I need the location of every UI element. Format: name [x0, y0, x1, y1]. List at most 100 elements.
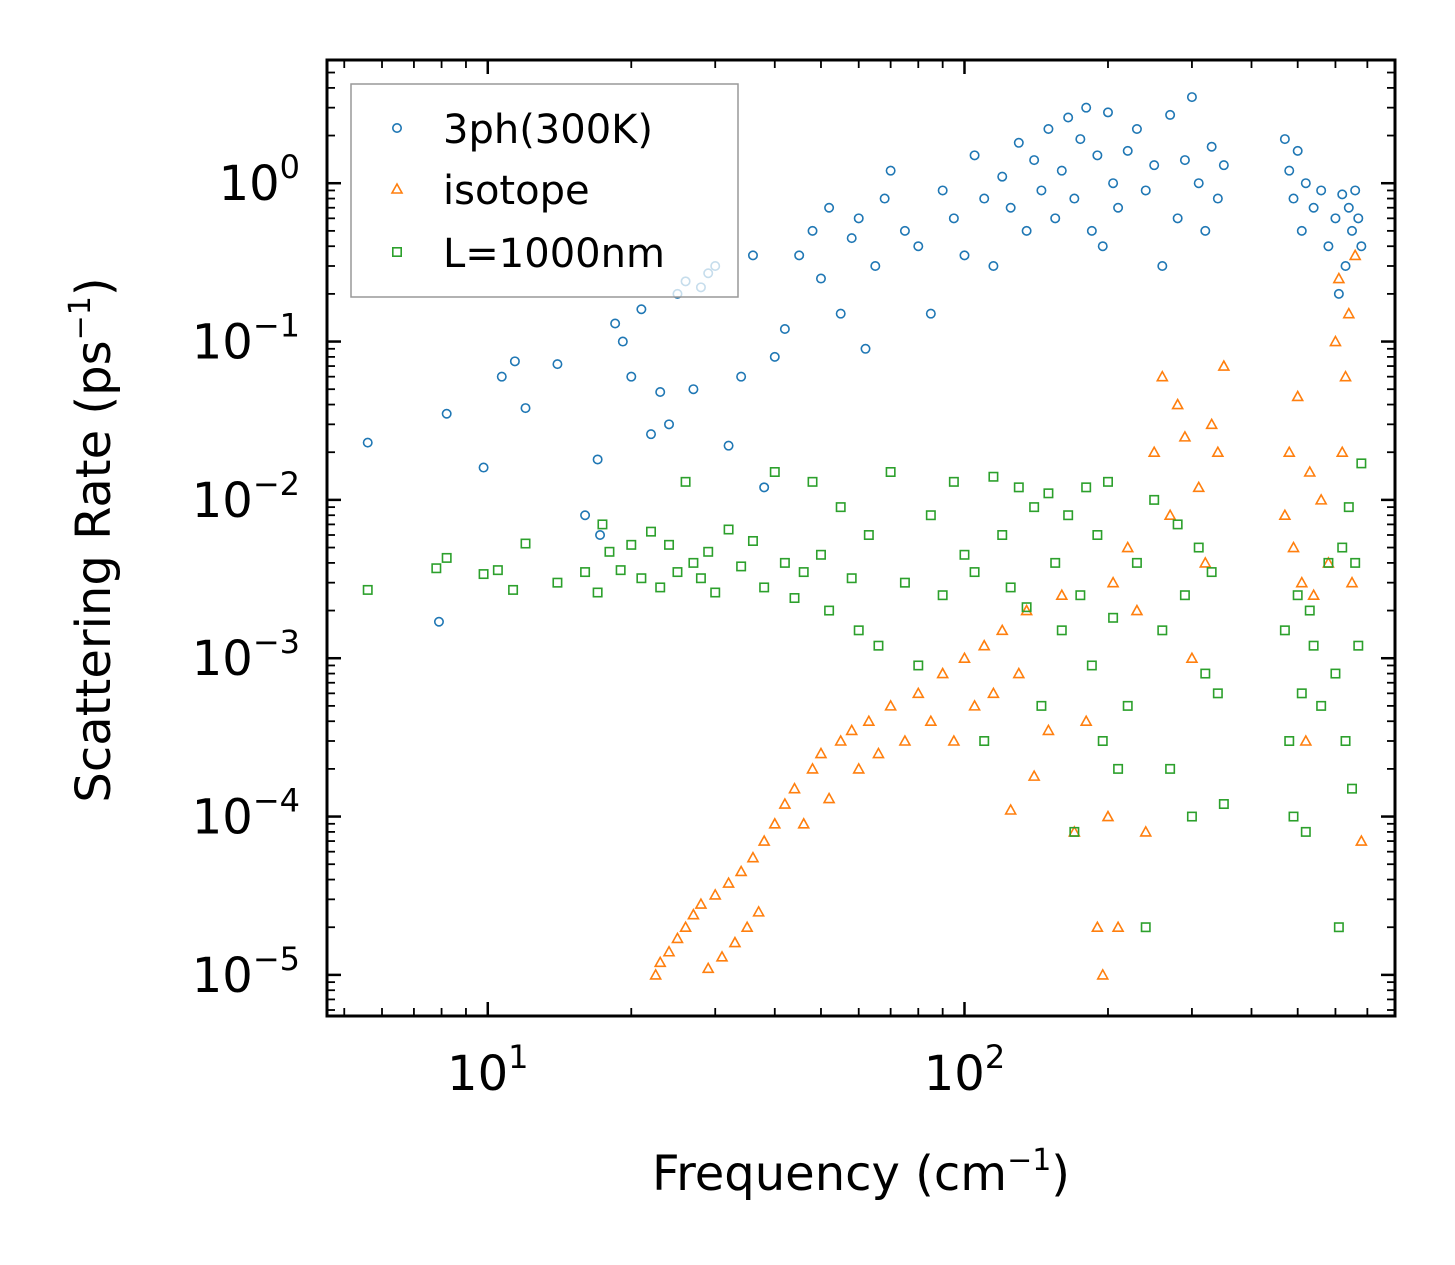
- x-axis-label: Frequency (cm−1): [652, 1143, 1070, 1202]
- boundary-point: [1029, 502, 1040, 513]
- 3ph-point: [1092, 150, 1103, 161]
- isotope-point: [1171, 397, 1185, 410]
- boundary-point: [362, 584, 373, 595]
- isotope-point: [1198, 556, 1212, 568]
- legend-marker-boundary: [391, 247, 402, 258]
- isotope-point: [701, 961, 715, 974]
- 3ph-point: [779, 324, 790, 335]
- 3ph-point: [1330, 213, 1341, 224]
- 3ph-point: [626, 371, 637, 382]
- isotope-point: [728, 935, 742, 948]
- 3ph-point: [769, 351, 780, 362]
- boundary-point: [815, 549, 826, 560]
- 3ph-point: [736, 371, 747, 382]
- x-tick-labels: 101 102: [447, 1038, 1005, 1102]
- boundary-point: [1212, 688, 1223, 699]
- isotope-point: [1106, 576, 1120, 588]
- isotope-point: [1096, 968, 1110, 980]
- 3ph-point: [988, 261, 999, 272]
- boundary-point: [636, 573, 647, 584]
- boundary-point: [1193, 542, 1204, 553]
- isotope-point: [1339, 370, 1352, 382]
- y-tick-label: 10−3: [192, 623, 300, 687]
- 3ph-point: [1279, 134, 1290, 145]
- isotope-point: [797, 817, 811, 829]
- 3ph-point: [1337, 189, 1348, 200]
- 3ph-point: [1075, 134, 1086, 145]
- y-tick-label: 10−1: [192, 307, 300, 371]
- boundary-point: [798, 567, 809, 578]
- 3ph-point: [899, 225, 910, 236]
- boundary-point: [688, 557, 699, 568]
- isotope-point: [852, 762, 866, 774]
- 3ph-point: [846, 233, 857, 244]
- plot-frame: [325, 58, 1397, 1018]
- 3ph-point: [959, 250, 970, 261]
- isotope-point: [1303, 465, 1317, 477]
- isotope-point: [1004, 803, 1018, 815]
- isotope-point: [1012, 666, 1026, 679]
- 3ph-point: [824, 202, 835, 213]
- boundary-point: [597, 519, 608, 530]
- series-isotope: [649, 248, 1368, 980]
- 3ph-point: [1193, 178, 1204, 189]
- y-tick-label: 10−5: [192, 940, 300, 1004]
- boundary-point: [1206, 567, 1217, 578]
- boundary-point: [1353, 640, 1364, 651]
- 3ph-point: [552, 359, 563, 370]
- 3ph-point: [1113, 202, 1124, 213]
- boundary-point: [1337, 542, 1348, 553]
- 3ph-point: [1081, 102, 1092, 113]
- boundary-point: [846, 573, 857, 584]
- isotope-point: [752, 905, 765, 917]
- boundary-point: [979, 736, 990, 747]
- isotope-point: [662, 945, 676, 957]
- 3ph-point: [1056, 165, 1067, 176]
- boundary-point: [1200, 668, 1211, 679]
- isotope-point: [1335, 445, 1349, 458]
- isotope-point: [1295, 576, 1309, 588]
- boundary-point: [937, 590, 948, 601]
- boundary-point: [1284, 736, 1295, 747]
- 3ph-point: [580, 510, 591, 521]
- y-tick-labels: 10−5 10−4 10−3 10−2 10−1 100: [192, 148, 300, 1004]
- 3ph-point: [509, 356, 520, 367]
- 3ph-point: [1122, 145, 1133, 156]
- isotope-point: [653, 955, 667, 968]
- boundary-point: [913, 660, 924, 671]
- 3ph-point: [913, 241, 924, 252]
- boundary-point: [1050, 557, 1061, 568]
- boundary-point: [1081, 482, 1092, 493]
- 3ph-point: [1157, 261, 1168, 272]
- boundary-point: [1316, 700, 1327, 711]
- 3ph-point: [1308, 202, 1319, 213]
- boundary-point: [1149, 494, 1160, 505]
- 3ph-point: [1172, 213, 1183, 224]
- isotope-point: [1332, 271, 1346, 284]
- 3ph-point: [1218, 160, 1229, 171]
- boundary-point: [680, 476, 691, 487]
- isotope-point: [687, 908, 700, 920]
- boundary-point: [508, 584, 519, 595]
- 3ph-point: [496, 371, 507, 382]
- plot-area: [362, 92, 1368, 980]
- boundary-point: [1340, 736, 1351, 747]
- boundary-point: [664, 539, 675, 550]
- boundary-point: [779, 557, 790, 568]
- series-boundary: [362, 458, 1367, 933]
- 3ph-point: [1063, 112, 1074, 123]
- boundary-point: [1036, 700, 1047, 711]
- boundary-point: [1092, 530, 1103, 541]
- y-tick-label: 100: [219, 148, 300, 212]
- isotope-point: [757, 834, 771, 846]
- 3ph-point: [807, 225, 818, 236]
- isotope-point: [1020, 603, 1033, 616]
- boundary-point: [580, 567, 591, 578]
- boundary-point: [1343, 502, 1354, 513]
- 3ph-point: [1179, 155, 1190, 166]
- isotope-point: [722, 876, 735, 888]
- boundary-point: [925, 510, 936, 521]
- 3ph-point: [1353, 213, 1364, 224]
- boundary-point: [863, 530, 874, 541]
- 3ph-point: [1288, 193, 1299, 204]
